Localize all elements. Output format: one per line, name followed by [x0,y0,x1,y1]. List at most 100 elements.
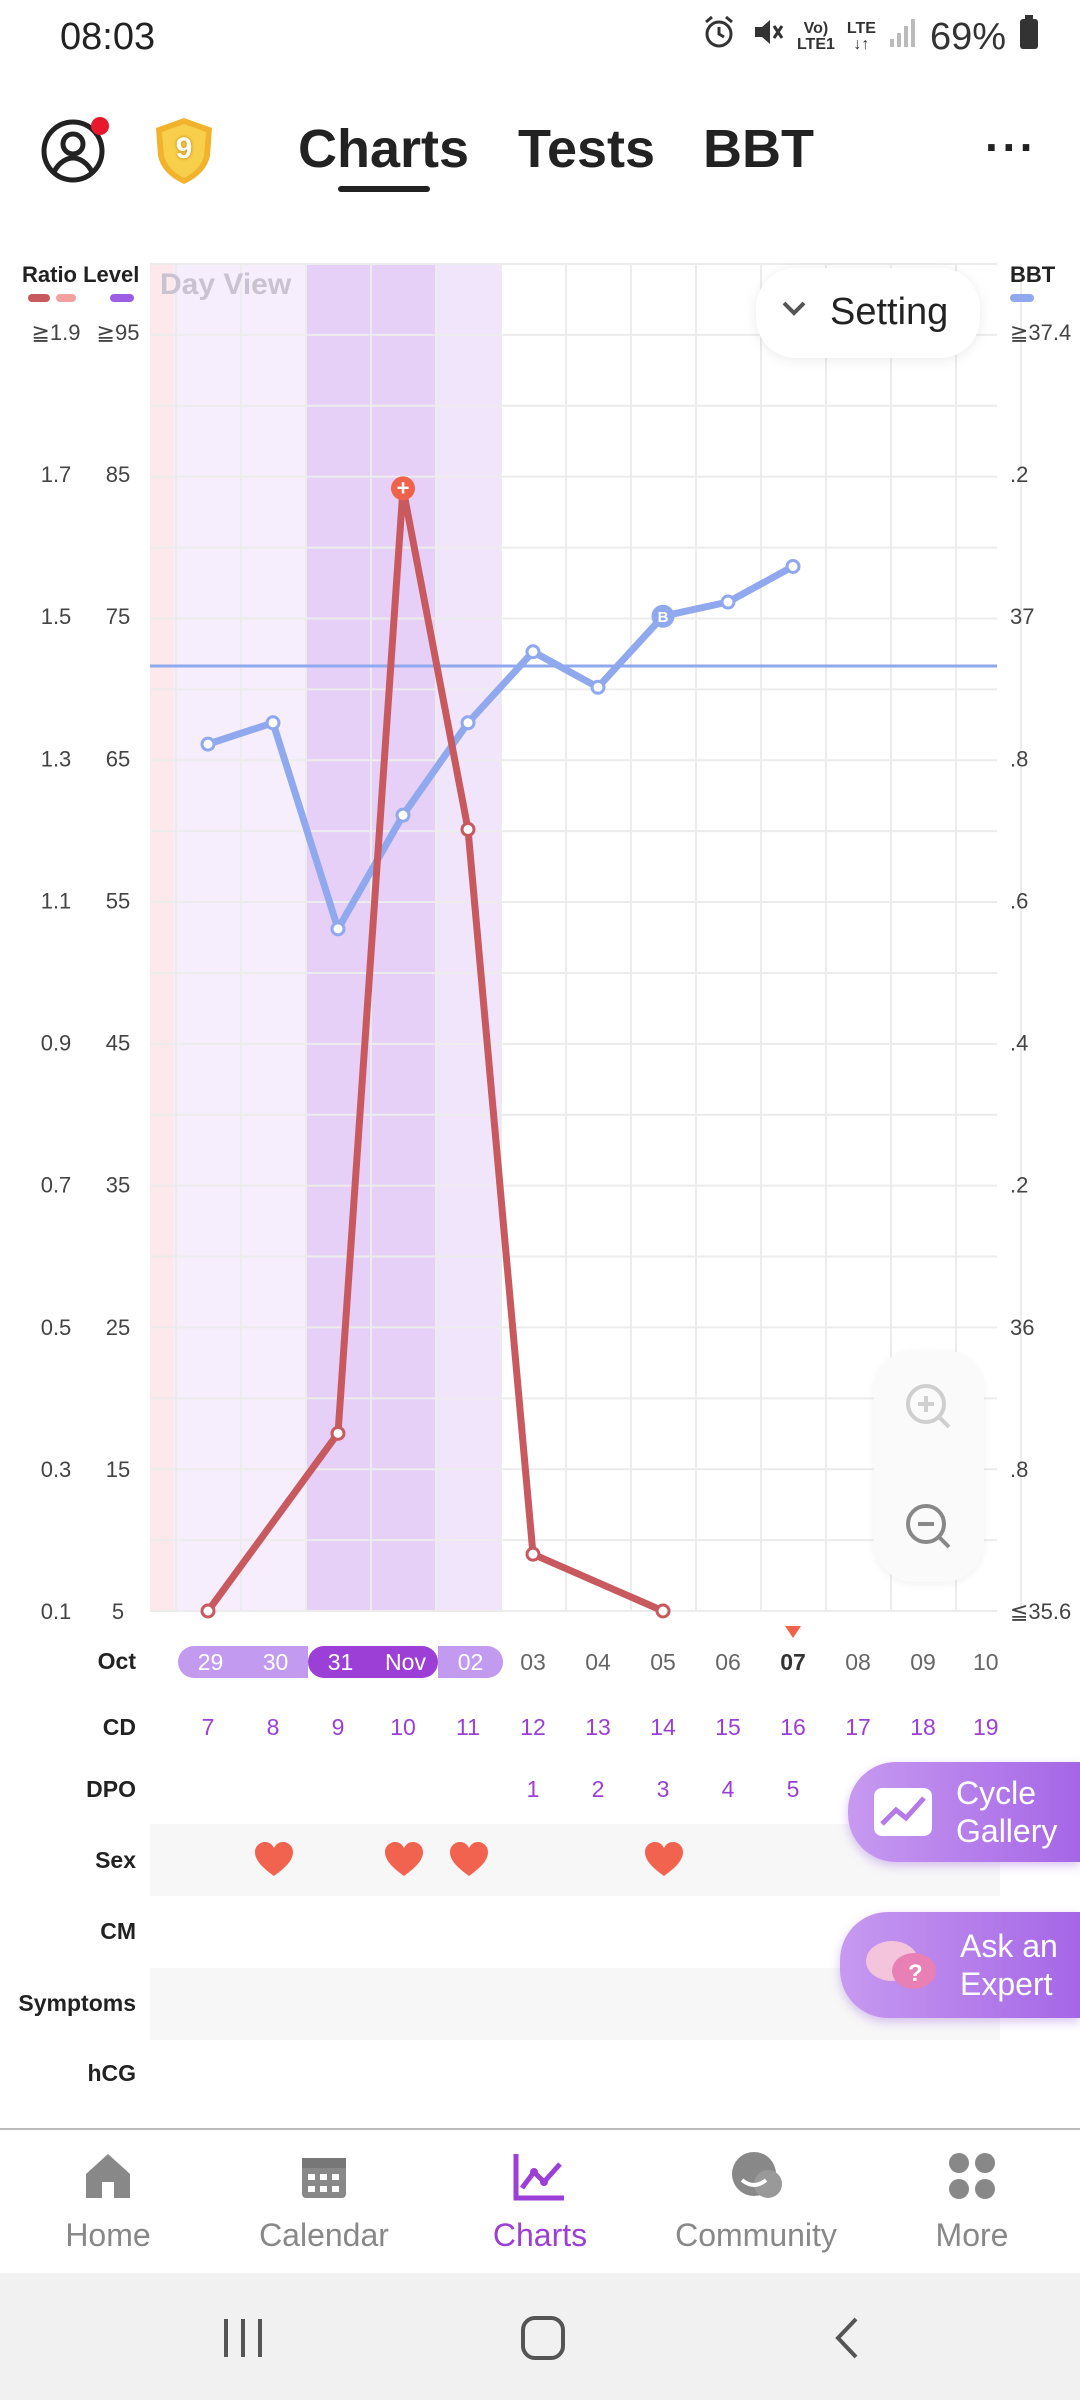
zoom-in-icon[interactable] [902,1380,956,1434]
date-cell[interactable]: 09 [910,1649,936,1675]
cd-cell: 18 [910,1714,936,1740]
date-cell[interactable]: 07 [780,1649,806,1675]
ratio-tick-label: 0.9 [41,1031,72,1056]
ratio-tick-label: 1.7 [41,462,72,487]
date-cell[interactable]: 06 [715,1649,741,1675]
today-marker-icon [785,1626,801,1638]
tab-charts[interactable]: Charts [298,119,470,179]
tab-active-indicator [338,186,430,192]
ratio-level-title: Ratio Level [22,262,139,287]
level-tick-label: 25 [106,1315,130,1340]
nav-charts[interactable]: Charts [440,2150,640,2254]
bbt-point[interactable] [330,921,346,937]
setting-button[interactable]: Setting [756,268,980,358]
back-icon[interactable] [830,2315,864,2361]
nav-calendar[interactable]: Calendar [224,2150,424,2254]
lte-indicator: LTE ↓↑ [846,20,876,53]
zoom-out-icon[interactable] [902,1500,956,1554]
date-cell[interactable]: 02 [438,1646,503,1678]
nav-community[interactable]: Community [656,2150,856,2254]
bbt-tick-label: 36 [1010,1315,1034,1340]
ratio-tick-label: 0.5 [41,1315,72,1340]
recent-apps-icon[interactable] [218,2317,268,2359]
more-icon [949,2153,995,2199]
chart-points: B+ [200,475,801,1619]
home-button-icon[interactable] [520,2315,566,2361]
dpo-cell: 2 [591,1776,605,1802]
heart-icon[interactable] [644,1842,684,1883]
dpo-cell: 1 [526,1776,540,1802]
bbt-point[interactable] [200,736,216,752]
chevron-down-icon [782,301,806,316]
symptoms-label: Symptoms [18,1990,136,2016]
cd-label: CD [102,1714,136,1740]
cycle-gallery-button[interactable]: Cycle Gallery [848,1762,1080,1862]
nav-home[interactable]: Home [8,2150,208,2254]
bbt-tick-label: .2 [1010,462,1028,487]
badge-level: 9 [175,132,193,165]
mute-icon [749,14,785,60]
level-tick-label: 45 [106,1031,130,1056]
heart-icon[interactable] [254,1842,294,1883]
lh-peak-point[interactable] [391,476,415,501]
cd-cell: 9 [331,1714,345,1740]
date-cell[interactable]: 05 [650,1649,676,1675]
home-icon [86,2154,130,2198]
date-cell[interactable]: 03 [520,1649,546,1675]
ratio-tick-label: ≧1.9 [31,320,80,345]
charts-icon [513,2154,564,2201]
bbt-point[interactable] [460,715,476,731]
nav-more[interactable]: More [872,2150,1072,2254]
date-cell[interactable]: 31 [308,1646,373,1678]
ratio-tick-label: 1.5 [41,604,72,629]
date-cell[interactable]: 29 [178,1646,243,1678]
bbt-tick-label: .6 [1010,888,1028,913]
gallery-chart-icon [874,1788,932,1836]
day-view-label: Day View [160,268,292,301]
heart-icon[interactable] [384,1842,424,1883]
fertile-light-band [174,264,305,1611]
top-header: 9 Charts Tests BBT ··· [0,90,1080,210]
date-cell[interactable]: Nov [373,1646,438,1678]
bbt-point[interactable] [265,715,281,731]
lh-point[interactable] [330,1425,346,1441]
ratio-tick-label: 0.7 [41,1173,72,1198]
bbt-point[interactable] [590,679,606,695]
lh-point[interactable] [525,1546,541,1562]
more-options-button[interactable]: ··· [985,121,1037,173]
bbt-tick-label: .8 [1010,746,1028,771]
lh-point[interactable] [460,821,476,837]
date-cell[interactable]: 10 [973,1649,999,1675]
signal-icon [888,16,918,59]
profile-button[interactable] [40,114,110,189]
fertile-late-band [436,264,501,1611]
lh-point[interactable] [200,1603,216,1619]
date-cell[interactable]: 08 [845,1649,871,1675]
status-time: 08:03 [60,16,156,58]
cycle-chart[interactable]: B+ ≧1.9 ≧95 ≧37.41.7 85.21.5 75 371.3 65.81.1 5… [0,240,1080,1640]
heart-icon[interactable] [449,1842,489,1883]
level-badge[interactable]: 9 [152,116,216,186]
bbt-series-line [206,563,795,933]
svg-text:?: ? [908,1960,923,1987]
tab-tests[interactable]: Tests [518,119,656,179]
ask-expert-label: Ask an Expert [960,1928,1058,2002]
bbt-point[interactable] [525,644,541,660]
cd-cell: 8 [266,1714,280,1740]
date-cell[interactable]: 04 [585,1649,611,1675]
chart-grid [150,263,1022,1612]
bbt-point[interactable] [785,558,801,574]
ask-expert-button[interactable]: ? Ask an Expert [840,1912,1080,2018]
date-cell[interactable]: 30 [243,1646,308,1678]
lh-point[interactable] [655,1603,671,1619]
bbt-point[interactable] [395,807,411,823]
bbt-tick-label: ≦35.6 [1010,1599,1071,1624]
battery-percent: 69% [929,15,1006,58]
bbt-point[interactable] [720,594,736,610]
tab-bbt[interactable]: BBT [703,119,814,179]
setting-label: Setting [830,291,948,333]
calendar-icon [302,2158,346,2198]
ratio-legend-swatch-light [56,294,76,302]
bbt-point[interactable] [651,604,675,628]
shield-badge-icon [156,118,212,184]
